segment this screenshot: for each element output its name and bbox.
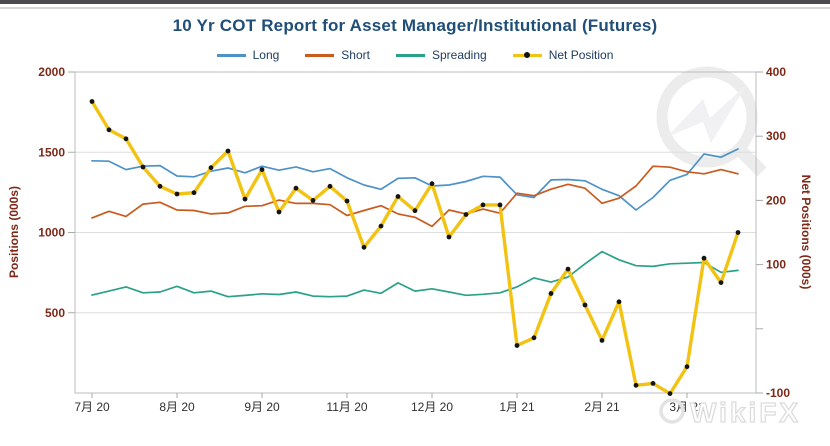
svg-text:9月 20: 9月 20 xyxy=(244,400,280,414)
svg-text:12月 20: 12月 20 xyxy=(411,400,453,414)
legend-label-short: Short xyxy=(341,48,370,62)
spreading-line-swatch xyxy=(395,53,425,57)
legend-item-net-position[interactable]: Net Position xyxy=(512,48,614,62)
right-axis: -100 100 200 300 400 xyxy=(756,65,790,400)
legend-label-spreading: Spreading xyxy=(431,48,487,62)
net-position-line-swatch xyxy=(512,51,542,58)
svg-text:11月 20: 11月 20 xyxy=(326,400,367,414)
legend-item-short[interactable]: Short xyxy=(305,48,370,62)
gridlines xyxy=(74,71,757,394)
svg-text:300: 300 xyxy=(766,129,786,143)
watermark-text: WikiFX xyxy=(659,396,801,429)
svg-text:200: 200 xyxy=(766,193,786,207)
legend-label-net-position: Net Position xyxy=(548,48,614,62)
svg-text:7月 20: 7月 20 xyxy=(74,400,110,414)
series-short xyxy=(91,165,739,228)
svg-text:1500: 1500 xyxy=(38,145,65,159)
series-net-position xyxy=(89,99,741,396)
svg-text:500: 500 xyxy=(45,306,65,320)
legend-item-spreading[interactable]: Spreading xyxy=(395,48,487,62)
short-line-swatch xyxy=(305,53,335,57)
net-position-marker-dot xyxy=(523,51,530,58)
left-axis-title: Positions (000s) xyxy=(7,185,21,279)
svg-text:WikiFX: WikiFX xyxy=(690,397,801,428)
svg-text:1月 21: 1月 21 xyxy=(499,400,535,414)
legend-item-long[interactable]: Long xyxy=(216,48,280,62)
series-long xyxy=(91,148,739,211)
svg-text:100: 100 xyxy=(766,258,786,272)
svg-text:1000: 1000 xyxy=(38,226,65,240)
svg-text:2000: 2000 xyxy=(38,65,65,79)
svg-text:400: 400 xyxy=(766,65,786,79)
right-axis-title: Net Positions (000s) xyxy=(799,174,813,290)
svg-text:2月 21: 2月 21 xyxy=(584,400,620,414)
legend-label-long: Long xyxy=(252,48,280,62)
long-line-swatch xyxy=(216,53,246,57)
left-axis: 500 1000 1500 2000 xyxy=(38,65,75,320)
watermark-emblem xyxy=(656,66,767,177)
legend: Long Short Spreading Net Position xyxy=(0,47,830,63)
window-top-edge xyxy=(0,0,830,4)
chart-title: 10 Yr COT Report for Asset Manager/Insti… xyxy=(172,16,658,35)
header-divider xyxy=(0,7,830,9)
svg-text:8月 20: 8月 20 xyxy=(159,400,195,414)
svg-text:-100: -100 xyxy=(766,386,790,400)
x-axis: 7月 20 8月 20 9月 20 11月 20 12月 20 1月 21 2月 21 3月 … xyxy=(74,393,705,414)
series-spreading xyxy=(91,250,739,298)
